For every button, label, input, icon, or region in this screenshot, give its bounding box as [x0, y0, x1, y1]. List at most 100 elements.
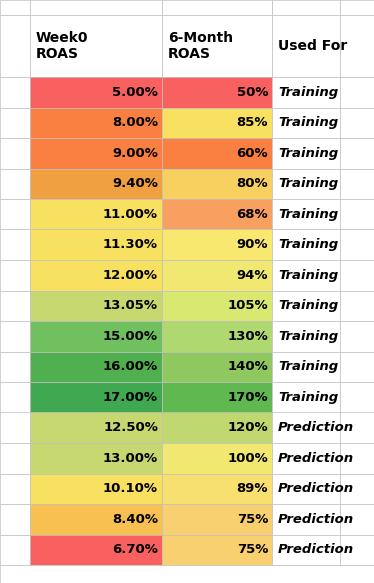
Bar — [162, 199, 272, 230]
Text: 85%: 85% — [236, 116, 268, 129]
Text: Training: Training — [278, 299, 338, 312]
Bar — [0, 15, 30, 77]
Bar — [30, 15, 162, 77]
Text: 11.00%: 11.00% — [103, 208, 158, 221]
Bar — [340, 382, 374, 413]
Bar — [162, 260, 272, 290]
Bar — [30, 290, 162, 321]
Bar — [0, 443, 30, 473]
Bar — [162, 443, 272, 473]
Bar — [272, 443, 340, 473]
Text: 75%: 75% — [237, 513, 268, 526]
Text: 170%: 170% — [227, 391, 268, 404]
Bar — [30, 535, 162, 565]
Bar — [0, 168, 30, 199]
Bar — [272, 15, 340, 77]
Bar — [162, 321, 272, 352]
Text: 6.70%: 6.70% — [112, 543, 158, 556]
Bar — [340, 413, 374, 443]
Text: 8.00%: 8.00% — [112, 116, 158, 129]
Bar — [272, 168, 340, 199]
Bar — [272, 413, 340, 443]
Text: 120%: 120% — [227, 422, 268, 434]
Text: Training: Training — [278, 147, 338, 160]
Text: 11.30%: 11.30% — [103, 238, 158, 251]
Bar — [340, 290, 374, 321]
Bar — [340, 321, 374, 352]
Bar — [272, 107, 340, 138]
Bar — [0, 138, 30, 168]
Bar — [0, 230, 30, 260]
Bar — [0, 199, 30, 230]
Bar — [0, 504, 30, 535]
Bar — [30, 504, 162, 535]
Bar — [340, 535, 374, 565]
Text: Week0
ROAS: Week0 ROAS — [36, 31, 89, 61]
Bar — [30, 138, 162, 168]
Text: 140%: 140% — [227, 360, 268, 373]
Bar — [162, 168, 272, 199]
Bar — [272, 199, 340, 230]
Text: 13.00%: 13.00% — [103, 452, 158, 465]
Bar — [272, 382, 340, 413]
Bar — [272, 290, 340, 321]
Bar — [272, 230, 340, 260]
Bar — [272, 352, 340, 382]
Bar — [272, 260, 340, 290]
Bar — [162, 473, 272, 504]
Bar — [272, 77, 340, 107]
Bar — [0, 382, 30, 413]
Text: 5.00%: 5.00% — [112, 86, 158, 99]
Text: 94%: 94% — [236, 269, 268, 282]
Bar — [30, 168, 162, 199]
Text: 9.40%: 9.40% — [112, 177, 158, 190]
Text: Used For: Used For — [278, 39, 347, 53]
Bar — [340, 260, 374, 290]
Bar — [162, 504, 272, 535]
Bar — [30, 230, 162, 260]
Text: Training: Training — [278, 391, 338, 404]
Bar — [340, 504, 374, 535]
Bar — [30, 321, 162, 352]
Text: 89%: 89% — [236, 482, 268, 495]
Bar — [30, 473, 162, 504]
Bar — [0, 535, 30, 565]
Bar — [162, 77, 272, 107]
Text: 12.00%: 12.00% — [103, 269, 158, 282]
Text: 10.10%: 10.10% — [103, 482, 158, 495]
Bar — [272, 504, 340, 535]
Bar — [162, 290, 272, 321]
Text: 68%: 68% — [236, 208, 268, 221]
Bar — [272, 138, 340, 168]
Text: Training: Training — [278, 269, 338, 282]
Bar — [0, 413, 30, 443]
Text: 9.00%: 9.00% — [112, 147, 158, 160]
Bar — [30, 443, 162, 473]
Bar — [340, 168, 374, 199]
Bar — [162, 413, 272, 443]
Text: 17.00%: 17.00% — [103, 391, 158, 404]
Bar — [30, 0, 162, 15]
Bar — [340, 473, 374, 504]
Bar — [30, 413, 162, 443]
Bar — [0, 260, 30, 290]
Text: 16.00%: 16.00% — [103, 360, 158, 373]
Bar — [30, 382, 162, 413]
Bar — [30, 77, 162, 107]
Bar — [30, 352, 162, 382]
Text: 50%: 50% — [236, 86, 268, 99]
Bar — [0, 107, 30, 138]
Bar — [162, 0, 272, 15]
Bar — [340, 15, 374, 77]
Text: Training: Training — [278, 116, 338, 129]
Text: Prediction: Prediction — [278, 452, 354, 465]
Text: Prediction: Prediction — [278, 513, 354, 526]
Bar — [162, 352, 272, 382]
Bar — [272, 321, 340, 352]
Bar — [0, 352, 30, 382]
Bar — [340, 138, 374, 168]
Bar — [30, 260, 162, 290]
Bar — [340, 443, 374, 473]
Bar — [340, 107, 374, 138]
Text: Training: Training — [278, 238, 338, 251]
